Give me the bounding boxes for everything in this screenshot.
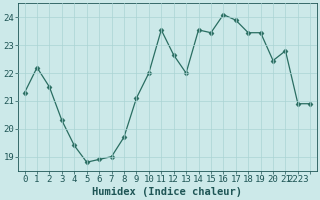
- X-axis label: Humidex (Indice chaleur): Humidex (Indice chaleur): [92, 186, 243, 197]
